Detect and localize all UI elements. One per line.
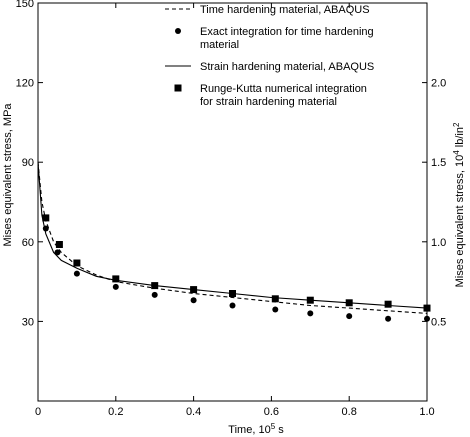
exact-integration-point <box>54 249 61 256</box>
y2-tick-label: 2.0 <box>431 78 446 90</box>
legend-entry-text: Strain hardening material, ABAQUS <box>200 61 374 73</box>
x-tick-label: 0.4 <box>186 406 201 418</box>
runge-kutta-point <box>112 275 120 283</box>
plot-frame <box>37 2 428 402</box>
exact-integration-point <box>112 283 119 290</box>
exact-integration-point <box>229 302 236 309</box>
runge-kutta-point <box>423 304 431 312</box>
runge-kutta-point <box>229 290 236 297</box>
x-tick-label: 0.2 <box>108 406 123 418</box>
runge-kutta-point <box>306 296 314 304</box>
exact-integration-point <box>346 313 353 320</box>
runge-kutta-point <box>190 286 198 294</box>
y-tick-label: 150 <box>16 0 34 10</box>
legend-circle-symbol <box>175 28 181 34</box>
legend-entry-text: material <box>200 39 239 51</box>
legend-entry-text: Runge-Kutta numerical integration <box>200 83 367 95</box>
x-tick-label: 1.0 <box>419 406 434 418</box>
y-axis-label-left: Mises equivalent stress, MPa <box>2 103 14 247</box>
legend-square-symbol <box>174 84 182 92</box>
y-tick-label: 120 <box>16 78 34 90</box>
legend-entry-text: Time hardening material, ABAQUS <box>200 4 370 16</box>
y-tick-label: 90 <box>22 157 34 169</box>
x-axis-label: Time, 105 s <box>228 422 284 436</box>
runge-kutta-point <box>42 214 50 222</box>
runge-kutta-point <box>151 282 159 290</box>
legend-entry-text: for strain hardening material <box>200 96 337 108</box>
y-tick-label: 60 <box>22 237 34 249</box>
exact-integration-point <box>73 270 80 277</box>
runge-kutta-point <box>73 259 81 267</box>
runge-kutta-point <box>271 295 279 303</box>
runge-kutta-point <box>345 299 353 307</box>
runge-kutta-point <box>384 300 392 308</box>
y-tick-label: 30 <box>22 316 34 328</box>
x-tick-label: 0.8 <box>342 406 357 418</box>
y2-tick-label: 1.0 <box>431 237 446 249</box>
exact-integration-point <box>424 315 430 322</box>
exact-integration-point <box>190 297 197 304</box>
exact-integration-point <box>151 291 158 298</box>
x-tick-label: 0.6 <box>264 406 279 418</box>
runge-kutta-point <box>55 241 63 248</box>
exact-integration-point <box>272 306 279 313</box>
legend-entry-text: Exact integration for time hardening <box>200 26 374 38</box>
y2-tick-label: 1.5 <box>431 157 446 169</box>
time-hardening-dashed-line <box>37 162 428 314</box>
y2-tick-label: 0.5 <box>431 316 446 328</box>
x-tick-label: 0 <box>35 406 41 418</box>
y-axis-label-right: Mises equivalent stress, 104 lb/in2 <box>452 122 466 287</box>
exact-integration-point <box>385 315 392 322</box>
strain-hardening-solid-line <box>37 162 428 309</box>
exact-integration-point <box>307 310 314 317</box>
